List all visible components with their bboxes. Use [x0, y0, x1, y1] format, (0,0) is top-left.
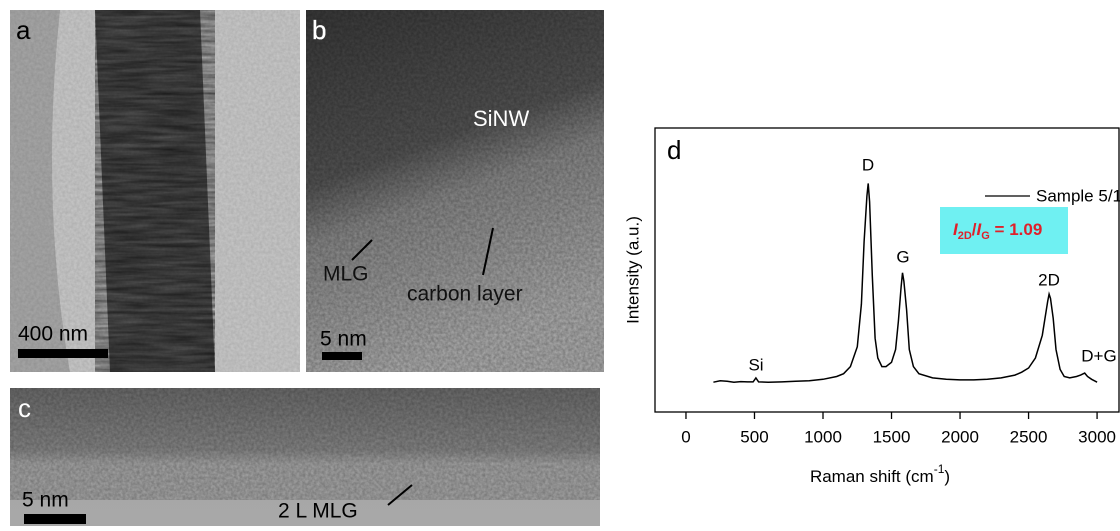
annotation-part: /	[972, 220, 977, 239]
annotation-box	[940, 207, 1068, 254]
spectrum-line	[713, 183, 1098, 383]
x-axis-label: Raman shift (cm-1)	[810, 462, 950, 486]
panel-label: a	[16, 15, 31, 45]
x-tick-label: 3000	[1078, 427, 1116, 446]
annotation: I2D/IG = 1.09	[953, 220, 1042, 241]
annotation-part: I	[977, 220, 983, 239]
peak-label: D+G	[1081, 346, 1116, 365]
micrograph-noise	[306, 10, 604, 372]
peak-label: G	[896, 247, 909, 266]
x-tick-label: 1500	[873, 427, 911, 446]
scale-bar	[24, 514, 86, 524]
annotation-part: I	[953, 220, 959, 239]
annotation-sub: 2D	[958, 230, 972, 242]
scale-bar	[322, 352, 362, 360]
arrow	[351, 239, 373, 261]
panel-label: b	[312, 15, 326, 45]
panel-label: d	[667, 135, 681, 165]
peak-label: D	[862, 155, 874, 174]
x-axis-label-part: Raman shift (cm	[810, 467, 934, 486]
scale-bar-label: 5 nm	[22, 489, 69, 512]
arrow	[387, 484, 413, 506]
panel-d: d Intensity (a.u.) Raman shift (cm-1) I2…	[623, 127, 1120, 486]
micrograph-noise	[10, 10, 300, 372]
annotation-part: = 1.09	[990, 220, 1042, 239]
x-tick-label: 1000	[804, 427, 842, 446]
arrow	[482, 227, 494, 276]
x-axis-label-sup: -1	[934, 462, 945, 476]
annotation-sub: G	[981, 230, 990, 242]
peak-label: Si	[748, 355, 763, 374]
y-axis-label: Intensity (a.u.)	[623, 216, 642, 324]
x-tick-label: 2500	[1010, 427, 1048, 446]
peak-label: 2D	[1038, 270, 1060, 289]
annotation: carbon layer	[407, 283, 523, 306]
annotation: MLG	[323, 263, 369, 286]
x-tick-label: 2000	[941, 427, 979, 446]
scale-bar-label: 400 nm	[18, 323, 88, 346]
scale-bar-label: 5 nm	[320, 328, 367, 351]
panel-c: c 5 nm 2 L MLG	[10, 388, 600, 526]
x-tick-label: 0	[681, 427, 690, 446]
panel-label: c	[18, 393, 31, 423]
panel-b: b SiNW MLG carbon layer 5 nm	[306, 10, 604, 372]
legend-label: Sample 5/10	[1036, 186, 1120, 205]
panel-a: a 400 nm	[10, 10, 300, 372]
micrograph-noise	[10, 388, 600, 500]
x-axis-label-part: )	[944, 467, 950, 486]
annotation: SiNW	[473, 106, 529, 131]
x-tick-label: 500	[740, 427, 768, 446]
scale-bar	[18, 349, 108, 358]
plot-frame	[654, 127, 1120, 413]
annotation: 2 L MLG	[278, 500, 358, 523]
